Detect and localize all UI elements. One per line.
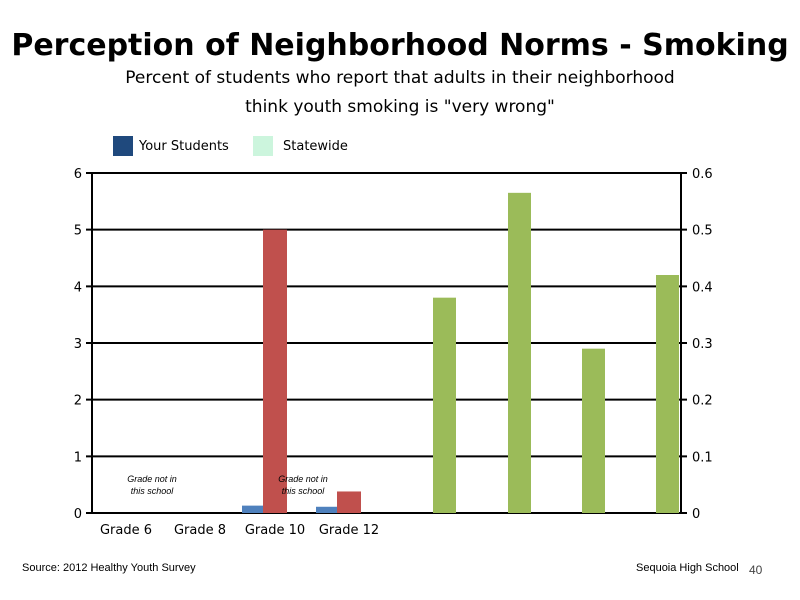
chart-title: Perception of Neighborhood Norms - Smoki…	[11, 28, 789, 63]
legend-item-statewide: Statewide	[253, 136, 348, 156]
right-axis-tick-label: 0.4	[692, 280, 713, 295]
bar-red-series	[263, 229, 287, 513]
left-axis-tick-label: 1	[74, 450, 82, 465]
bar-red-series	[337, 491, 361, 513]
bar-your-students	[316, 506, 338, 513]
category-label: Grade 12	[319, 523, 379, 538]
category-label: Grade 10	[245, 523, 305, 538]
left-axis-tick-label: 2	[74, 394, 82, 409]
right-axis-tick-label: 0.3	[692, 337, 713, 352]
legend-label-statewide: Statewide	[283, 138, 348, 154]
left-axis-tick-label: 0	[74, 507, 82, 522]
right-axis-tick-label: 0.5	[692, 224, 713, 239]
left-axis-tick-label: 3	[74, 337, 82, 352]
bar-green-series	[582, 348, 605, 513]
left-axis-tick-label: 5	[74, 224, 82, 239]
bar-green-series	[508, 192, 531, 514]
category-label: Grade 6	[100, 523, 152, 538]
chart-subtitle-line-2: think youth smoking is "very wrong"	[245, 97, 555, 117]
legend-swatch-statewide	[253, 136, 273, 156]
legend-swatch-your-students	[113, 136, 133, 156]
annotation-grade-not-in-school: Grade not in	[278, 474, 328, 484]
school-name: Sequoia High School	[636, 562, 739, 574]
annotation-grade-not-in-school: this school	[131, 486, 175, 496]
legend-label-your-students: Your Students	[139, 138, 229, 154]
right-axis-tick-label: 0	[692, 507, 700, 522]
left-axis-tick-label: 4	[74, 280, 82, 295]
left-axis-tick-label: 6	[74, 167, 82, 182]
annotation-grade-not-in-school: Grade not in	[127, 474, 177, 484]
page-number: 40	[749, 563, 763, 577]
right-axis-tick-label: 0.1	[692, 450, 713, 465]
bar-green-series	[433, 297, 456, 513]
annotation-grade-not-in-school: this school	[282, 486, 326, 496]
category-label: Grade 8	[174, 523, 226, 538]
source-note: Source: 2012 Healthy Youth Survey	[22, 562, 196, 574]
right-axis-tick-label: 0.2	[692, 394, 713, 409]
chart-subtitle-line-1: Percent of students who report that adul…	[125, 68, 675, 88]
bar-green-series	[656, 275, 679, 513]
legend-item-your-students: Your Students	[113, 136, 229, 156]
bar-your-students	[242, 505, 264, 513]
right-axis-tick-label: 0.6	[692, 167, 713, 182]
